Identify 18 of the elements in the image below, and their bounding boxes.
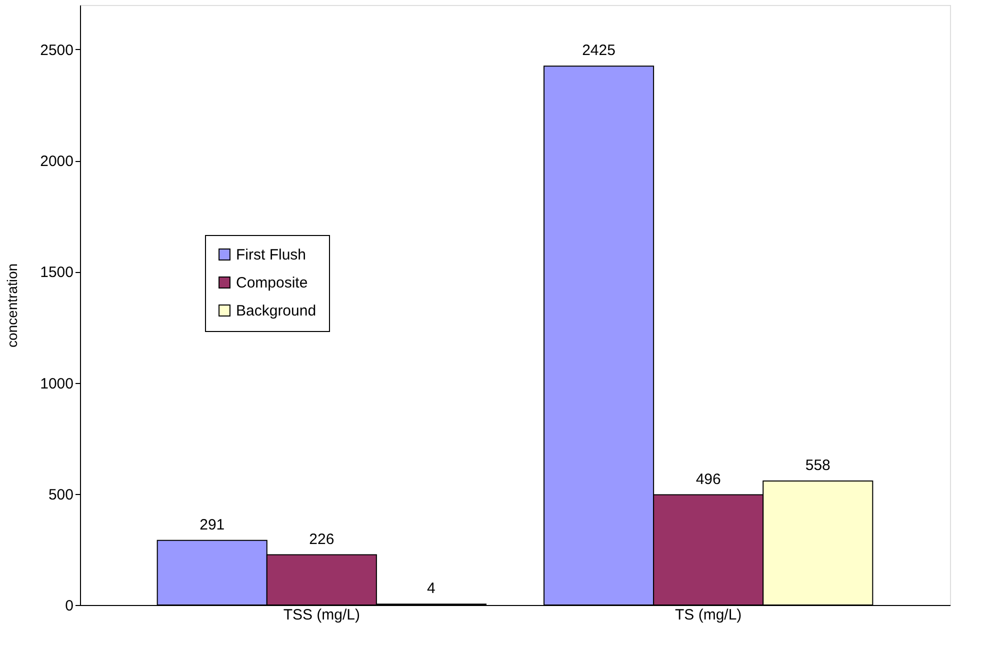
y-tick-label: 0 [65, 598, 74, 614]
data-label: 226 [309, 530, 334, 548]
data-label: 558 [805, 457, 830, 474]
y-tick-label: 2500 [40, 42, 74, 59]
data-label: 2425 [582, 42, 616, 60]
y-axis-title: concentration [4, 263, 20, 348]
data-label: 291 [200, 516, 225, 534]
legend-label: Composite [236, 274, 308, 292]
y-tick-label: 1500 [40, 264, 74, 282]
data-label: 4 [427, 580, 436, 598]
x-tick-label: TS (mg/L) [674, 606, 742, 624]
legend-label: Background [236, 302, 316, 320]
y-tick-label: 500 [48, 486, 74, 504]
y-tick-label: 2000 [40, 153, 74, 170]
x-tick-label: TSS (mg/L) [283, 606, 360, 624]
data-label: 496 [696, 470, 721, 488]
y-tick-label: 1000 [40, 375, 74, 392]
legend-label: First Flush [236, 246, 306, 264]
